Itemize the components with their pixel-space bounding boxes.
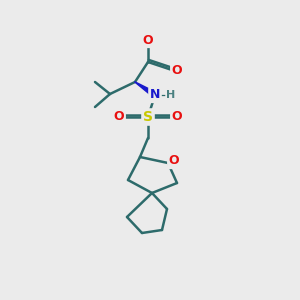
Text: O: O bbox=[143, 34, 153, 46]
Text: O: O bbox=[172, 110, 182, 124]
Text: O: O bbox=[172, 64, 182, 76]
Text: H: H bbox=[167, 90, 176, 100]
Text: N: N bbox=[150, 88, 160, 101]
Text: O: O bbox=[169, 154, 179, 167]
Polygon shape bbox=[135, 82, 157, 97]
Text: O: O bbox=[114, 110, 124, 124]
Text: S: S bbox=[143, 110, 153, 124]
